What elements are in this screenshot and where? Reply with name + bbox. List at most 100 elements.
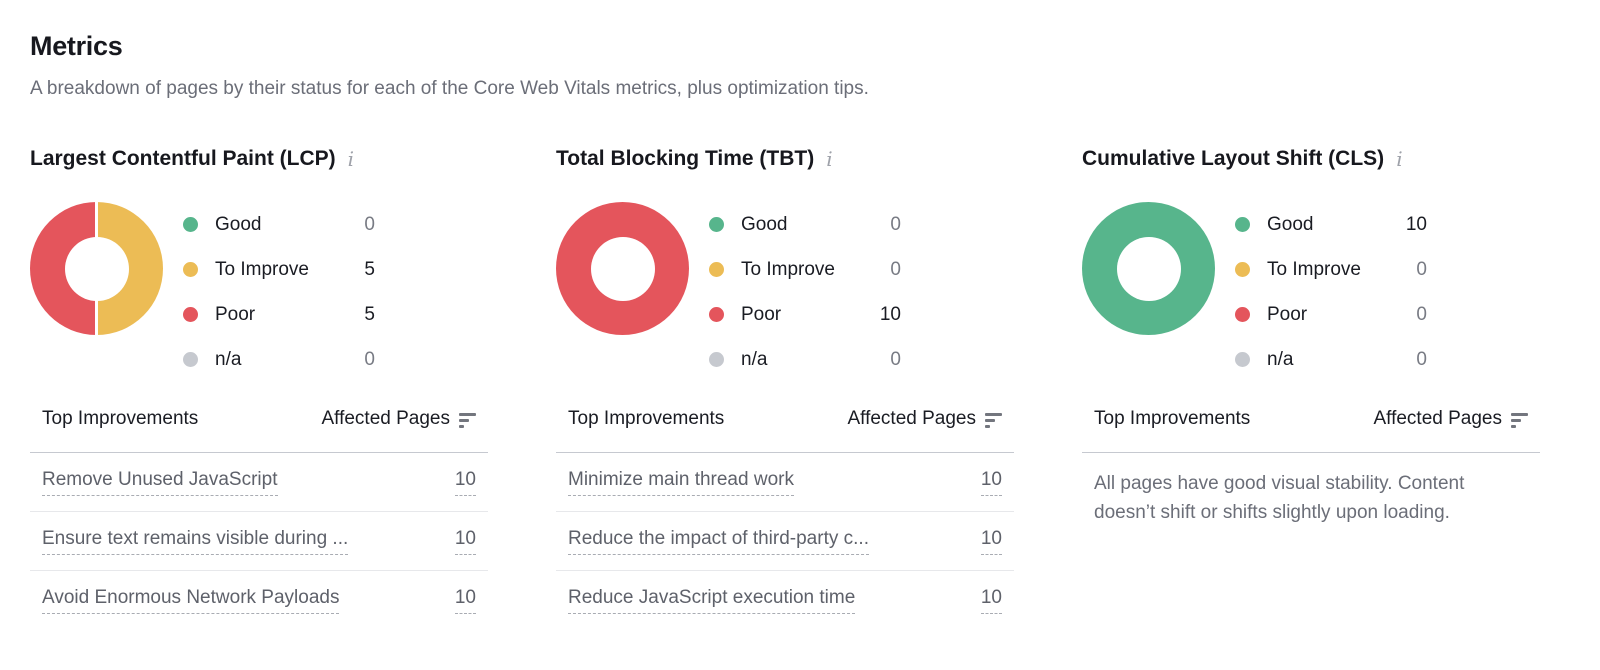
metric-title-text: Total Blocking Time (TBT) xyxy=(556,147,815,170)
column-header-affected-pages-label: Affected Pages xyxy=(321,408,450,429)
improvement-link[interactable]: Minimize main thread work xyxy=(568,469,794,496)
legend-item-good: Good 0 xyxy=(709,202,901,247)
affected-pages-count[interactable]: 10 xyxy=(454,469,476,496)
metric-title-cls: Cumulative Layout Shift (CLS) i xyxy=(1082,146,1540,172)
affected-pages-count[interactable]: 10 xyxy=(454,587,476,614)
table-row: Reduce the impact of third-party c... 10 xyxy=(556,512,1014,571)
affected-pages-count[interactable]: 10 xyxy=(454,528,476,555)
legend-value: 0 xyxy=(1416,303,1427,325)
donut-chart-lcp xyxy=(30,202,163,335)
info-icon[interactable]: i xyxy=(826,147,833,171)
improvements-table: Top Improvements Affected Pages All page… xyxy=(1082,408,1540,527)
legend-dot-good-icon xyxy=(1235,217,1250,232)
column-header-affected-pages[interactable]: Affected Pages xyxy=(847,408,1002,430)
legend-dot-to-improve-icon xyxy=(1235,262,1250,277)
legend-label: Poor xyxy=(215,303,256,325)
legend-value: 5 xyxy=(364,258,375,280)
legend-value: 5 xyxy=(364,303,375,325)
legend-label: Good xyxy=(1267,213,1314,235)
legend-value: 0 xyxy=(1416,348,1427,370)
legend-value: 0 xyxy=(364,348,375,370)
donut-chart-tbt xyxy=(556,202,689,335)
legend-dot-good-icon xyxy=(709,217,724,232)
info-icon[interactable]: i xyxy=(1396,147,1403,171)
page-title: Metrics xyxy=(30,31,123,61)
page-subtitle: A breakdown of pages by their status for… xyxy=(30,78,869,99)
legend-value: 0 xyxy=(890,213,901,235)
column-header-top-improvements: Top Improvements xyxy=(1094,408,1251,429)
table-row: Ensure text remains visible during ... 1… xyxy=(30,512,488,571)
metric-section-tbt: Total Blocking Time (TBT) i Good 0 To Im… xyxy=(556,146,1014,630)
empty-state-message: All pages have good visual stability. Co… xyxy=(1094,473,1465,523)
table-row: Minimize main thread work 10 xyxy=(556,453,1014,512)
legend-value: 10 xyxy=(879,303,901,325)
legend-dot-good-icon xyxy=(183,217,198,232)
legend-label: n/a xyxy=(215,348,242,370)
sort-descending-icon[interactable] xyxy=(1511,411,1528,428)
improvement-link[interactable]: Avoid Enormous Network Payloads xyxy=(42,587,340,614)
legend-item-to-improve: To Improve 0 xyxy=(1235,247,1427,292)
table-header-row: Top Improvements Affected Pages xyxy=(556,408,1014,453)
column-header-affected-pages[interactable]: Affected Pages xyxy=(321,408,476,430)
improvement-link[interactable]: Remove Unused JavaScript xyxy=(42,469,278,496)
column-header-affected-pages[interactable]: Affected Pages xyxy=(1373,408,1528,430)
column-header-affected-pages-label: Affected Pages xyxy=(847,408,976,429)
chart-row: Good 0 To Improve 5 Poor 5 n/a 0 xyxy=(30,202,488,382)
legend-item-to-improve: To Improve 0 xyxy=(709,247,901,292)
legend-value: 0 xyxy=(890,348,901,370)
affected-pages-count[interactable]: 10 xyxy=(980,469,1002,496)
legend-value: 0 xyxy=(890,258,901,280)
improvement-link[interactable]: Reduce the impact of third-party c... xyxy=(568,528,869,555)
legend-dot-na-icon xyxy=(709,352,724,367)
table-row: Reduce JavaScript execution time 10 xyxy=(556,571,1014,630)
metrics-columns: Largest Contentful Paint (LCP) i Good 0 … xyxy=(30,146,1600,630)
metric-title-tbt: Total Blocking Time (TBT) i xyxy=(556,146,1014,172)
legend-label: To Improve xyxy=(215,258,309,280)
legend-value: 0 xyxy=(1416,258,1427,280)
improvements-table: Top Improvements Affected Pages Remove U… xyxy=(30,408,488,630)
legend-value: 10 xyxy=(1405,213,1427,235)
column-header-affected-pages-label: Affected Pages xyxy=(1373,408,1502,429)
chart-legend: Good 0 To Improve 0 Poor 10 n/a 0 xyxy=(709,202,901,382)
metric-title-text: Cumulative Layout Shift (CLS) xyxy=(1082,147,1385,170)
legend-label: Good xyxy=(741,213,788,235)
chart-row: Good 10 To Improve 0 Poor 0 n/a 0 xyxy=(1082,202,1540,382)
legend-item-to-improve: To Improve 5 xyxy=(183,247,375,292)
legend-label: To Improve xyxy=(741,258,835,280)
legend-dot-poor-icon xyxy=(709,307,724,322)
legend-dot-to-improve-icon xyxy=(183,262,198,277)
chart-legend: Good 10 To Improve 0 Poor 0 n/a 0 xyxy=(1235,202,1427,382)
legend-item-poor: Poor 5 xyxy=(183,292,375,337)
affected-pages-count[interactable]: 10 xyxy=(980,528,1002,555)
legend-value: 0 xyxy=(364,213,375,235)
legend-dot-na-icon xyxy=(1235,352,1250,367)
donut-chart-cls xyxy=(1082,202,1215,335)
legend-item-na: n/a 0 xyxy=(709,337,901,382)
legend-label: n/a xyxy=(1267,348,1294,370)
improvements-table: Top Improvements Affected Pages Minimize… xyxy=(556,408,1014,630)
sort-descending-icon[interactable] xyxy=(985,411,1002,428)
metric-section-lcp: Largest Contentful Paint (LCP) i Good 0 … xyxy=(30,146,488,630)
metric-title-text: Largest Contentful Paint (LCP) xyxy=(30,147,336,170)
legend-item-poor: Poor 10 xyxy=(709,292,901,337)
legend-label: Poor xyxy=(741,303,782,325)
table-header-row: Top Improvements Affected Pages xyxy=(1082,408,1540,453)
chart-legend: Good 0 To Improve 5 Poor 5 n/a 0 xyxy=(183,202,375,382)
legend-dot-na-icon xyxy=(183,352,198,367)
legend-item-na: n/a 0 xyxy=(183,337,375,382)
table-header-row: Top Improvements Affected Pages xyxy=(30,408,488,453)
affected-pages-count[interactable]: 10 xyxy=(980,587,1002,614)
sort-descending-icon[interactable] xyxy=(459,411,476,428)
table-row: Remove Unused JavaScript 10 xyxy=(30,453,488,512)
improvement-link[interactable]: Ensure text remains visible during ... xyxy=(42,528,349,555)
column-header-top-improvements: Top Improvements xyxy=(42,408,199,429)
legend-dot-poor-icon xyxy=(1235,307,1250,322)
metric-title-lcp: Largest Contentful Paint (LCP) i xyxy=(30,146,488,172)
table-row: Avoid Enormous Network Payloads 10 xyxy=(30,571,488,630)
legend-item-poor: Poor 0 xyxy=(1235,292,1427,337)
legend-item-good: Good 10 xyxy=(1235,202,1427,247)
info-icon[interactable]: i xyxy=(347,147,355,171)
chart-row: Good 0 To Improve 0 Poor 10 n/a 0 xyxy=(556,202,1014,382)
improvement-link[interactable]: Reduce JavaScript execution time xyxy=(568,587,856,614)
column-header-top-improvements: Top Improvements xyxy=(568,408,725,429)
